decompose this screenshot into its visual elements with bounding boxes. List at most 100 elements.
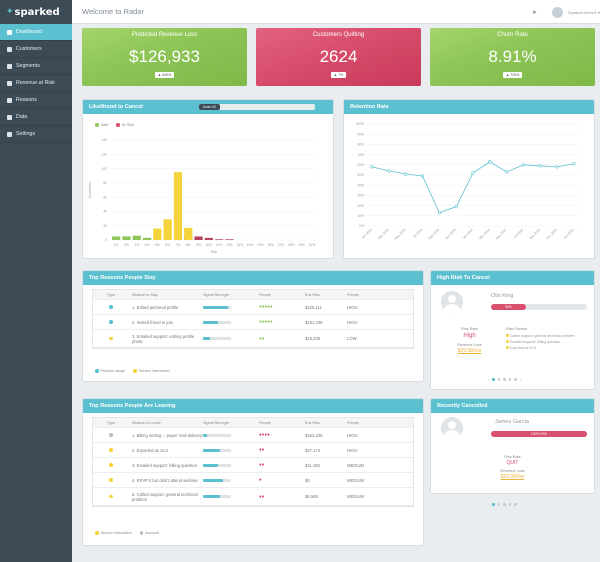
y-tick-label: 40	[103, 210, 107, 214]
app-logo[interactable]: ✦ sparked	[6, 6, 60, 18]
sidebar-item-revenue-at-risk[interactable]: Revenue at Risk	[0, 75, 72, 92]
at-risk-value: $11,165	[305, 462, 320, 468]
x-tick-label: Jan 2015	[563, 228, 575, 240]
data-icon	[7, 114, 12, 120]
col-reason: Reason to Stay	[132, 292, 158, 297]
pager-dot[interactable]	[492, 503, 495, 506]
sidebar-item-reasons[interactable]: Reasons	[0, 92, 72, 109]
reason-text: 1. Edited personal profile	[132, 304, 179, 310]
signal-bar	[203, 448, 231, 452]
y-tick-label: 20	[103, 224, 107, 228]
reason-text: 3. Emailed support: billing question	[132, 462, 197, 468]
location-arrow-icon[interactable]: ➤	[531, 9, 537, 16]
customer-avatar[interactable]	[441, 417, 463, 439]
type-dot	[109, 320, 113, 324]
risk-factor: Called support: general technical proble…	[509, 334, 575, 338]
bar	[132, 235, 141, 240]
x-tick-label: 2%	[124, 243, 129, 247]
x-tick-label: Sep 2014	[529, 228, 542, 241]
signal-bar	[203, 463, 231, 467]
avatar[interactable]	[551, 6, 563, 18]
y-tick-label: 60	[103, 195, 107, 199]
x-tick-label: Nov 2014	[545, 228, 558, 241]
panel-header: High Risk To Cancel	[431, 271, 594, 285]
kpi-value: 2624	[319, 47, 358, 66]
kpi-label: Churn Rate	[497, 32, 528, 38]
pager-dot[interactable]	[514, 378, 517, 381]
data-point	[572, 162, 576, 166]
y-tick-label: 100%	[356, 122, 365, 126]
y-tick-label: 120	[101, 152, 107, 156]
recently-cancelled-panel: Recently Cancelled James Garcia 100% RSK…	[430, 398, 595, 494]
x-tick-label: Nov 2013	[444, 228, 457, 241]
pager-dot[interactable]	[497, 378, 501, 381]
table-row[interactable]: 5. Called support: general technical pro…	[93, 488, 413, 506]
table-row[interactable]: 4. RSVP'd but didn't attend webinar ♦ $0…	[93, 473, 413, 488]
sidebar-item-dashboard[interactable]: Dashboard	[0, 24, 72, 41]
table-row[interactable]: 2. Exported as XLS ♦♦ $47,174 HIGH	[93, 443, 413, 458]
high-risk-panel: High Risk To Cancel Otis King 30% Risk R…	[430, 270, 595, 390]
y-tick-label: 90%	[357, 132, 364, 136]
col-priority: Priority	[347, 292, 359, 297]
pager-dot[interactable]	[508, 503, 511, 506]
data-point	[454, 205, 458, 209]
panel-header: Retention Rate	[344, 100, 594, 114]
reason-text: 1. Billing setting = 'paper mail deliver…	[132, 432, 203, 438]
table-row[interactable]: 2. Invited friend to join ♦♦♦♦♦ $181,438…	[93, 315, 413, 330]
page-title: Welcome to Radar	[82, 7, 144, 16]
data-point	[521, 163, 526, 167]
gear-icon	[7, 131, 12, 137]
chevron-right-icon[interactable]: ›	[519, 377, 522, 382]
reason-text: 5. Called support: general technical pro…	[132, 491, 198, 502]
y-tick-label: 80	[103, 181, 107, 185]
x-axis-label: Risk	[211, 250, 218, 254]
high-risk-pager: ‹ ›	[488, 377, 521, 382]
sidebar-item-customers[interactable]: Customers	[0, 41, 72, 58]
pager-dot[interactable]	[508, 378, 512, 381]
x-tick-label: Mar 2013	[377, 228, 390, 241]
x-tick-label: 4%	[145, 243, 150, 247]
table-row[interactable]: 3. Emailed support: editing profile phot…	[93, 330, 413, 348]
table-row[interactable]: 1. Edited personal profile ♦♦♦♦♦ $226,11…	[93, 300, 413, 315]
kpi-churn-rate: Churn Rate 8.91% ▲ 725%	[430, 28, 595, 86]
risk-progress: 30%	[491, 304, 587, 310]
data-point	[555, 165, 559, 169]
pager-dot[interactable]	[497, 503, 500, 506]
revenue-loss-label: Revenue Loss	[457, 343, 482, 347]
chevron-left-icon[interactable]: ‹	[488, 377, 490, 382]
pager-dot[interactable]	[514, 503, 517, 506]
priority-label: MEDIUM	[347, 477, 364, 483]
sidebar: ✦ sparked Dashboard Customers Segments Re…	[0, 0, 72, 562]
bar	[173, 172, 183, 240]
user-menu[interactable]: Sparked Demo1 ▾	[567, 9, 600, 15]
customer-name[interactable]: Otis King	[491, 293, 514, 299]
x-tick-label: 7%	[176, 243, 181, 247]
kpi-badge: ▲ 7%	[330, 72, 347, 78]
col-priority: Priority	[347, 420, 359, 425]
panel-title: High Risk To Cancel	[437, 275, 490, 281]
x-tick-label: 15%	[257, 243, 264, 247]
pager-dot[interactable]	[492, 378, 495, 381]
sidebar-item-segments[interactable]: Segments	[0, 58, 72, 75]
bar	[142, 237, 152, 240]
at-risk-value: $6,568	[305, 494, 318, 499]
kpi-value: $126,933	[129, 47, 200, 66]
type-dot	[109, 305, 113, 309]
table-row[interactable]: 3. Emailed support: billing question ♦♦ …	[93, 458, 413, 473]
bar	[153, 228, 162, 240]
sidebar-item-data[interactable]: Data	[0, 109, 72, 126]
panel-title: Likelihood to Cancel	[89, 104, 143, 110]
customer-avatar[interactable]	[441, 291, 463, 313]
leaving-table: Type Reason to Leave Signal Strength Peo…	[92, 417, 414, 507]
pager-dot[interactable]	[503, 503, 506, 506]
y-tick-label: 20%	[357, 204, 364, 208]
table-row[interactable]: 1. Billing setting = 'paper mail deliver…	[93, 428, 413, 443]
legend-swatch	[95, 369, 99, 373]
zoom-slider[interactable]: Zoom 00	[198, 104, 315, 110]
stay-panel: Top Reasons People Stay Type Reason to S…	[82, 270, 424, 382]
col-signal: Signal Strength	[203, 292, 229, 297]
sidebar-item-settings[interactable]: Settings	[0, 126, 72, 143]
customer-name[interactable]: James Garcia	[495, 419, 529, 425]
pager-dot[interactable]	[503, 378, 506, 381]
legend-label: Account	[145, 531, 159, 535]
